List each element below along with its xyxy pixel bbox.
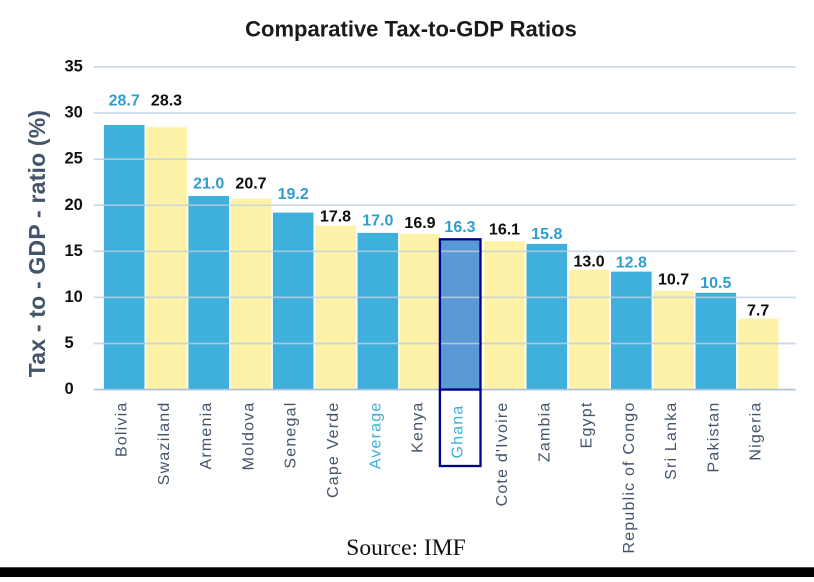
svg-text:35: 35 xyxy=(65,58,83,76)
svg-text:16.3: 16.3 xyxy=(444,219,475,236)
svg-text:Senegal: Senegal xyxy=(283,402,300,469)
svg-text:10: 10 xyxy=(65,288,83,306)
svg-text:10.7: 10.7 xyxy=(658,271,689,288)
svg-text:Swaziland: Swaziland xyxy=(156,402,173,486)
svg-text:Cote d'Ivoire: Cote d'Ivoire xyxy=(494,402,511,507)
svg-text:Cape Verde: Cape Verde xyxy=(325,402,342,499)
svg-text:17.8: 17.8 xyxy=(320,209,351,226)
svg-text:Pakistan: Pakistan xyxy=(705,402,722,473)
svg-text:19.2: 19.2 xyxy=(278,186,309,203)
svg-text:20: 20 xyxy=(65,196,83,214)
svg-text:7.7: 7.7 xyxy=(747,303,769,320)
svg-text:Average: Average xyxy=(367,402,384,470)
svg-text:Ghana: Ghana xyxy=(450,405,467,459)
svg-text:Republic of Congo: Republic of Congo xyxy=(621,402,638,554)
svg-text:15.8: 15.8 xyxy=(531,226,562,243)
svg-text:15: 15 xyxy=(65,242,83,260)
svg-text:13.0: 13.0 xyxy=(574,254,605,271)
svg-text:0: 0 xyxy=(65,380,74,398)
svg-text:5: 5 xyxy=(65,334,74,352)
svg-text:Comparative Tax-to-GDP Ratios: Comparative Tax-to-GDP Ratios xyxy=(245,17,577,42)
svg-text:Tax - to - GDP - ratio (%): Tax - to - GDP - ratio (%) xyxy=(24,110,50,378)
svg-text:16.9: 16.9 xyxy=(404,215,435,232)
svg-text:10.5: 10.5 xyxy=(700,275,731,292)
svg-text:Egypt: Egypt xyxy=(579,402,596,449)
svg-text:Armenia: Armenia xyxy=(198,402,215,470)
svg-text:17.0: 17.0 xyxy=(362,213,393,230)
svg-text:20.7: 20.7 xyxy=(235,176,266,193)
svg-text:Zambia: Zambia xyxy=(536,402,553,463)
svg-text:30: 30 xyxy=(65,104,83,122)
svg-text:16.1: 16.1 xyxy=(489,222,520,239)
svg-text:Sri Lanka: Sri Lanka xyxy=(663,402,680,480)
svg-text:Kenya: Kenya xyxy=(410,402,427,453)
svg-text:28.3: 28.3 xyxy=(151,93,182,110)
svg-text:Source: IMF: Source: IMF xyxy=(346,535,465,561)
svg-text:28.7: 28.7 xyxy=(109,93,140,110)
svg-text:Nigeria: Nigeria xyxy=(748,402,765,461)
svg-text:21.0: 21.0 xyxy=(193,176,224,193)
svg-text:Bolivia: Bolivia xyxy=(114,402,131,458)
svg-text:Moldova: Moldova xyxy=(241,402,258,471)
svg-text:12.8: 12.8 xyxy=(616,255,647,272)
svg-text:25: 25 xyxy=(65,150,83,168)
